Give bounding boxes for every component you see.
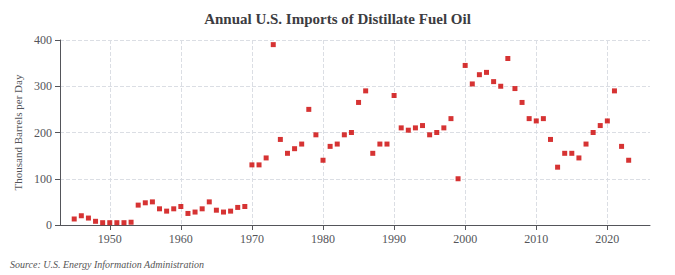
svg-text:2000: 2000 bbox=[453, 232, 477, 246]
svg-text:Thousand Barrels per Day: Thousand Barrels per Day bbox=[12, 74, 24, 190]
svg-text:Source: U.S. Energy Informatio: Source: U.S. Energy Information Administ… bbox=[10, 259, 204, 270]
svg-text:0: 0 bbox=[46, 218, 52, 232]
svg-text:Annual U.S. Imports of Distill: Annual U.S. Imports of Distillate Fuel O… bbox=[204, 11, 471, 27]
svg-text:2020: 2020 bbox=[595, 232, 619, 246]
svg-text:200: 200 bbox=[34, 126, 52, 140]
svg-text:1980: 1980 bbox=[311, 232, 335, 246]
svg-text:2010: 2010 bbox=[524, 232, 548, 246]
svg-text:1960: 1960 bbox=[169, 232, 193, 246]
svg-text:100: 100 bbox=[34, 172, 52, 186]
svg-text:400: 400 bbox=[34, 33, 52, 47]
svg-text:1990: 1990 bbox=[382, 232, 406, 246]
svg-text:1950: 1950 bbox=[98, 232, 122, 246]
svg-text:1970: 1970 bbox=[240, 232, 264, 246]
svg-text:300: 300 bbox=[34, 79, 52, 93]
